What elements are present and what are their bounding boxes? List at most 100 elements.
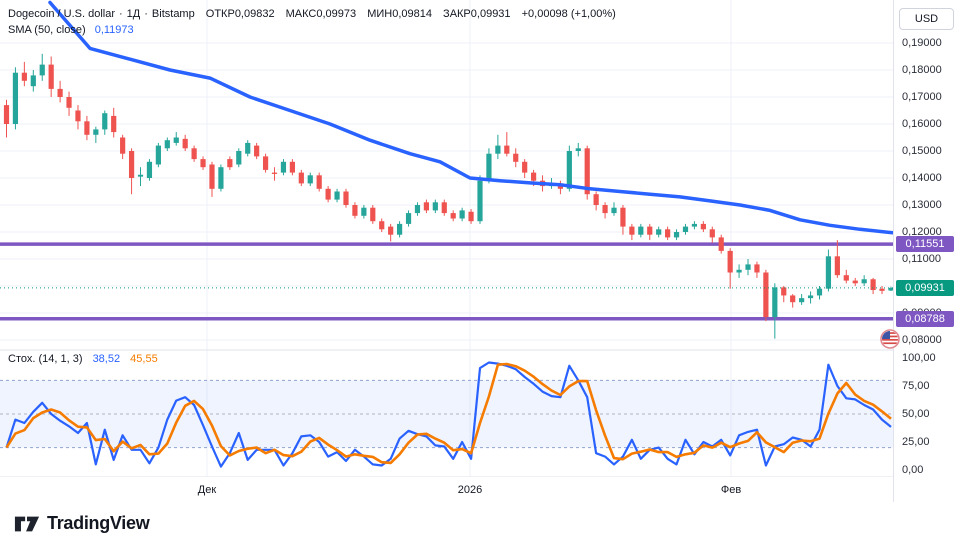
candle-body: [772, 287, 778, 318]
candle-body: [816, 288, 823, 296]
candle-body: [48, 64, 54, 89]
price-badge: 0,09931: [896, 279, 954, 296]
interval-label: 1Д: [126, 8, 141, 20]
candle-body: [12, 72, 19, 124]
candle-body: [128, 151, 135, 178]
exchange-label: Bitstamp: [151, 8, 195, 20]
candle-body: [209, 164, 215, 189]
tradingview-logo[interactable]: TradingView: [14, 512, 150, 536]
candle-body: [182, 138, 188, 149]
legend-separator: ·: [119, 8, 123, 20]
candle-body: [120, 137, 126, 154]
candle-body: [673, 232, 680, 238]
candle-body: [245, 142, 251, 154]
stoch-k-line: [5, 361, 892, 468]
candle-body: [361, 207, 367, 216]
candle-body: [191, 148, 197, 160]
us-flag-icon[interactable]: [880, 329, 900, 349]
stoch-tick-label: 75,00: [902, 380, 930, 392]
candle-body: [352, 205, 358, 216]
candle-body: [137, 174, 144, 177]
currency-toggle-button[interactable]: USD: [899, 8, 954, 30]
candle-body: [396, 223, 403, 235]
candle-body: [84, 121, 90, 135]
candle-body: [405, 213, 412, 224]
candle-body: [316, 175, 322, 189]
candle-body: [807, 295, 814, 299]
candle-body: [843, 275, 849, 281]
candle-body: [218, 167, 224, 189]
candle-body: [879, 288, 885, 291]
price-badge: 0,11551: [896, 236, 954, 253]
candle-body: [3, 105, 10, 124]
candle-body: [861, 279, 867, 284]
chart-canvas[interactable]: [0, 0, 960, 502]
price-badge: 0,08788: [896, 310, 954, 327]
candle-body: [566, 151, 572, 189]
candle-body: [584, 148, 590, 195]
candle-body: [682, 226, 689, 232]
candle-body: [370, 207, 376, 222]
candle-body: [709, 229, 715, 238]
stoch-tick-label: 100,00: [902, 352, 936, 364]
price-tick-label: 0,12000: [902, 226, 942, 238]
price-tick-label: 0,19000: [902, 37, 942, 49]
candle-body: [379, 221, 385, 230]
candle-body: [763, 272, 769, 318]
candle-body: [575, 148, 581, 151]
sma-label: SMA (50, close): [8, 24, 86, 36]
candle-body: [414, 205, 421, 214]
price-tick-label: 0,14000: [902, 172, 942, 184]
candle-body: [656, 229, 662, 235]
candle-body: [173, 137, 179, 143]
candle-body: [700, 223, 706, 230]
candle-body: [271, 172, 278, 174]
time-axis-label: Дек: [197, 484, 217, 496]
candle-body: [441, 202, 447, 214]
candle-body: [111, 115, 117, 133]
sma-value: 0,11973: [94, 24, 134, 36]
candle-body: [799, 298, 805, 303]
legend-separator-2: ·: [144, 8, 148, 20]
sma50-line: [48, 0, 895, 235]
candle-body: [870, 279, 876, 291]
time-axis[interactable]: Дек 2026 Фев: [0, 477, 893, 502]
candle-body: [343, 191, 349, 205]
candle-body: [727, 250, 733, 273]
candle-body: [21, 72, 27, 81]
price-axis[interactable]: USD 0,19000 0,18000 0,17000 0,16000 0,15000 0…: [893, 0, 960, 502]
candle-body: [164, 140, 170, 149]
price-tick-label: 0,15000: [902, 145, 942, 157]
candle-body: [155, 145, 161, 165]
stoch-tick-label: 25,00: [902, 436, 930, 448]
candle-body: [450, 213, 456, 219]
candle-body: [745, 264, 751, 270]
candle-body: [504, 145, 510, 154]
price-tick-label: 0,16000: [902, 118, 942, 130]
stoch-k-value: 38,52: [92, 353, 121, 365]
candle-body: [66, 97, 72, 108]
low-pair: МИН0,09814: [367, 8, 432, 20]
stoch-tick-label: 50,00: [902, 408, 930, 420]
candle-body: [227, 159, 233, 168]
candle-body: [852, 280, 858, 284]
sma-legend-row[interactable]: SMA (50, close) 0,11973: [8, 22, 616, 38]
candle-body: [200, 159, 206, 168]
candle-body: [888, 287, 894, 291]
price-tick-label: 0,18000: [902, 64, 942, 76]
candle-body: [468, 211, 474, 222]
time-axis-label: 2026: [457, 484, 483, 496]
candle-body: [691, 223, 698, 227]
candle-body: [790, 295, 796, 303]
candle-body: [75, 110, 81, 122]
stochastic-legend[interactable]: Стох. (14, 1, 3) 38,52 45,55: [8, 353, 158, 365]
symbol-legend-row[interactable]: Dogecoin / U.S. dollar · 1Д · Bitstamp ОТКР0…: [8, 6, 616, 22]
tradingview-logo-icon: [14, 516, 40, 531]
candle-body: [665, 229, 671, 238]
price-tick-label: 0,11000: [902, 253, 941, 265]
candle-body: [30, 75, 36, 87]
chart-legend[interactable]: Dogecoin / U.S. dollar · 1Д · Bitstamp ОТКР0…: [8, 6, 616, 38]
candle-body: [423, 202, 429, 211]
candle-body: [280, 161, 287, 173]
